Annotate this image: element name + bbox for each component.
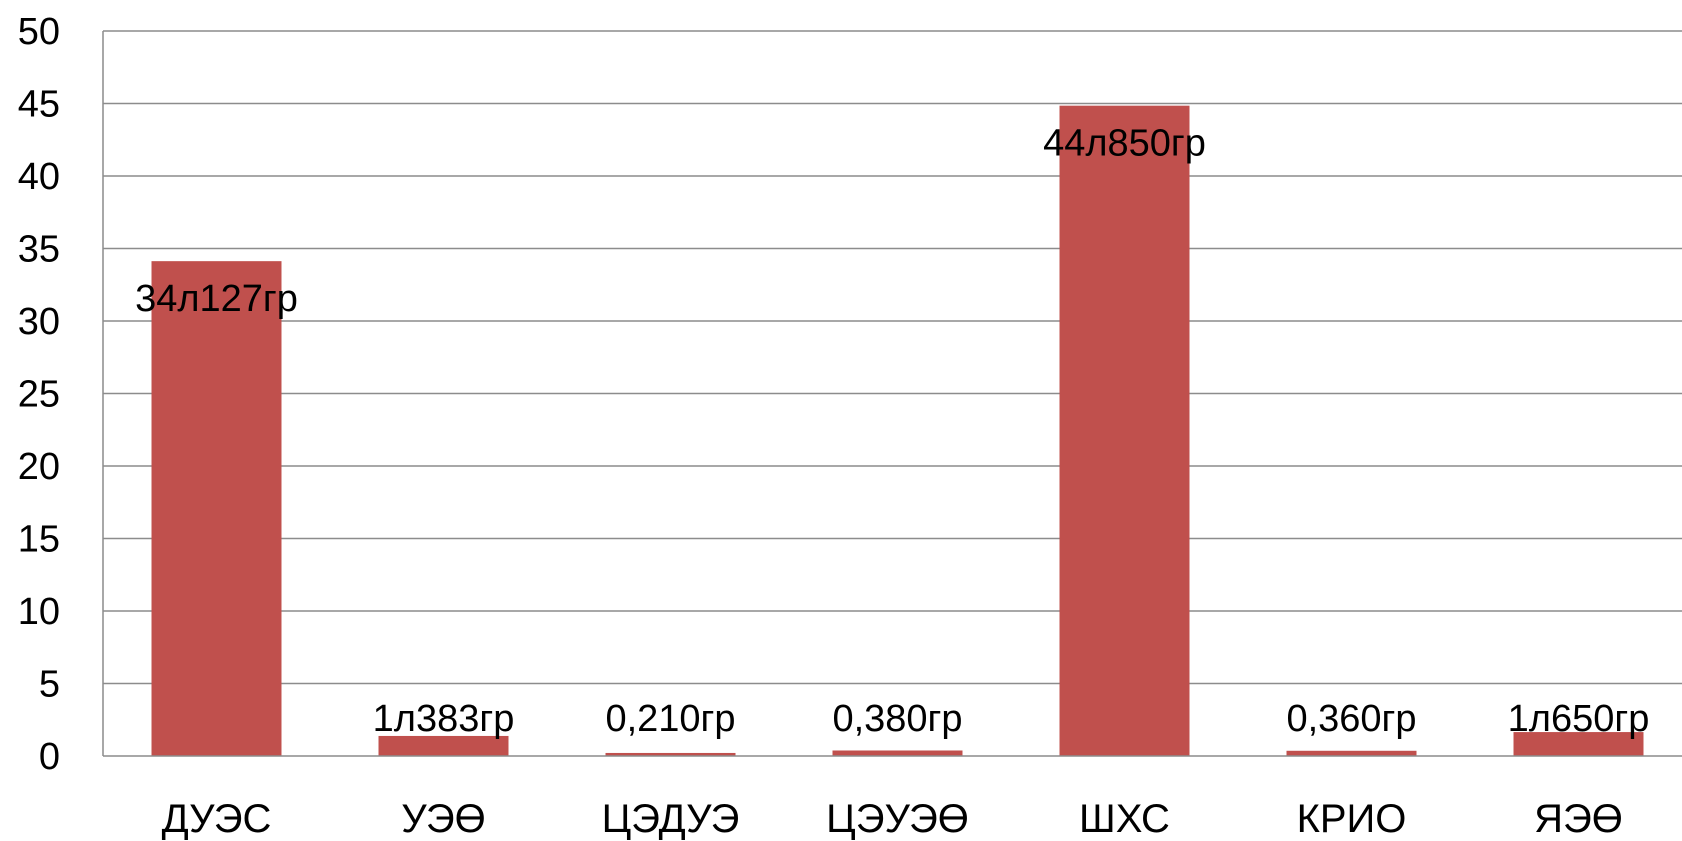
x-category-label: ШХС (1079, 797, 1170, 841)
y-tick-label: 35 (18, 229, 60, 271)
x-category-label: ЦЭДУЭ (602, 797, 740, 841)
x-category-label: ДУЭС (162, 797, 272, 841)
gridlines (103, 30, 1682, 685)
bar (1513, 732, 1644, 756)
y-tick-labels: 0 5 10 15 20 25 30 35 40 45 50 (18, 11, 60, 778)
bar (151, 261, 282, 756)
y-tick-label: 30 (18, 301, 60, 343)
y-tick-label: 50 (18, 11, 60, 53)
data-label: 44л850гр (1043, 123, 1206, 165)
data-label: 1л383гр (373, 698, 515, 740)
data-label: 0,360гр (1286, 698, 1416, 740)
data-label: 0,210гр (605, 698, 735, 740)
y-tick-label: 40 (18, 156, 60, 198)
y-tick-label: 25 (18, 374, 60, 416)
y-tick-label: 5 (39, 664, 60, 706)
data-labels: 34л127гр 1л383гр 0,210гр 0,380гр 44л850гр 0,3… (135, 123, 1649, 740)
data-label: 34л127гр (135, 278, 298, 320)
data-label: 0,380гр (832, 698, 962, 740)
y-tick-label: 10 (18, 591, 60, 633)
y-tick-label: 20 (18, 446, 60, 488)
axes (102, 31, 1682, 757)
bar (378, 735, 509, 756)
x-category-label: ЦЭУЭӨ (826, 797, 969, 841)
bar (1059, 105, 1190, 757)
y-tick-label: 15 (18, 519, 60, 561)
bars (151, 105, 1644, 757)
bar (605, 752, 736, 756)
data-label: 1л650гр (1508, 698, 1650, 740)
y-tick-label: 45 (18, 84, 60, 126)
bar (832, 750, 963, 756)
x-category-label: КРИО (1297, 797, 1407, 841)
y-tick-label: 0 (39, 736, 60, 778)
x-category-label: УЭӨ (401, 797, 485, 841)
x-category-label: ЯЭӨ (1534, 797, 1623, 841)
bar (1286, 750, 1417, 756)
x-category-labels: ДУЭС УЭӨ ЦЭДУЭ ЦЭУЭӨ ШХС КРИО ЯЭӨ (162, 797, 1623, 841)
